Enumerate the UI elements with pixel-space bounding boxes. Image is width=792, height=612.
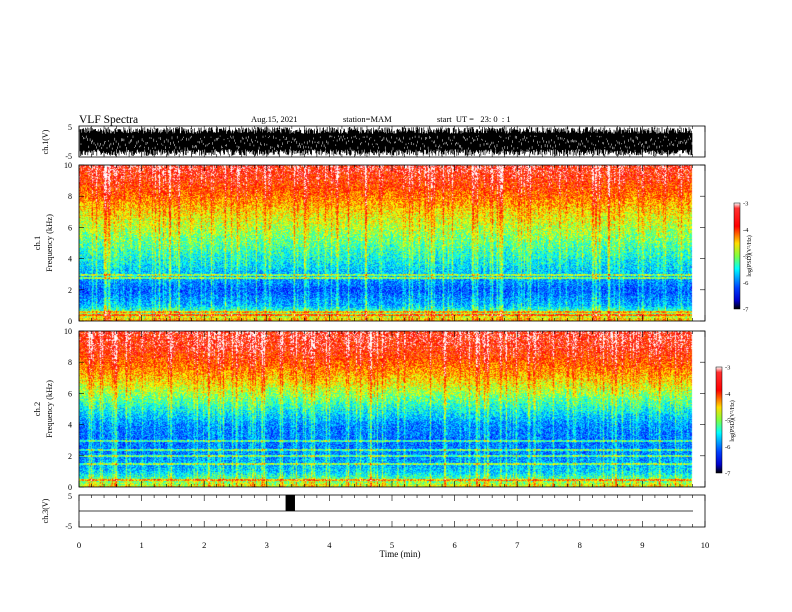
spectrogram-ch1-ytick-labels: 0 2 4 6 8 10	[64, 161, 705, 326]
waveform-ch1-panel: 5 -5 ch.1(V)	[41, 123, 706, 161]
spectrogram-ch1-panel: 0 2 4 6 8 10 ch.1 Frequency (kHz)	[32, 161, 706, 326]
waveform-ch1-xticks	[78, 126, 706, 157]
x-tick-label: 5	[390, 540, 394, 550]
waveform-ch3-ytick-top: 5	[68, 492, 72, 501]
colorbar-tick-label: -6	[725, 444, 731, 451]
colorbar-tick-label: -3	[743, 201, 748, 208]
waveform-ch3-ytick-bottom: -5	[65, 522, 72, 531]
colorbar-ch1-bar	[733, 202, 741, 310]
x-tick-label: 8	[578, 540, 582, 550]
freq-tick-label: 8	[68, 192, 72, 201]
x-tick-label: 10	[701, 540, 710, 550]
waveform-ch3-panel: 5 -5 ch.3(V)	[41, 492, 706, 531]
spectrogram-ch2-ylabel-channel: ch.2	[32, 402, 42, 416]
colorbar-ch2-label: log(PSD)(V²/Hz)	[729, 400, 736, 441]
colorbar-ch2-bar	[715, 366, 723, 474]
waveform-ch1-ylabel: ch.1(V)	[41, 129, 50, 154]
waveform-ch1-line	[79, 126, 693, 157]
freq-tick-label: 2	[68, 286, 72, 295]
waveform-ch3-ylabel: ch.3(V)	[41, 498, 50, 523]
colorbar-tick-label: -4	[743, 227, 749, 234]
spectrogram-ch2-ylabel-frequency: Frequency (kHz)	[44, 380, 54, 438]
spectrogram-ch1-ylabel-channel: ch.1	[32, 236, 42, 250]
freq-tick-label: 8	[68, 358, 72, 367]
freq-tick-label: 2	[68, 452, 72, 461]
x-tick-label: 6	[452, 540, 456, 550]
colorbar-tick-label: -5	[743, 254, 748, 261]
freq-tick-label: 6	[68, 223, 72, 232]
x-tick-label: 4	[327, 540, 332, 550]
waveform-ch3-trace	[79, 495, 693, 512]
spectrogram-ch2-ytick-labels: 0 2 4 6 8 10	[64, 327, 705, 492]
spectrogram-ch1-image	[79, 165, 693, 321]
x-axis-label: Time (min)	[380, 549, 421, 559]
waveform-ch3-xticks	[78, 495, 706, 527]
colorbar-tick-label: -3	[725, 365, 730, 372]
colorbar-tick-label: -4	[725, 391, 731, 398]
freq-tick-label: 4	[68, 421, 72, 430]
waveform-ch1-ytick-top: 5	[68, 123, 72, 132]
colorbar-tick-label: -6	[743, 280, 749, 287]
freq-tick-label: 4	[68, 255, 72, 264]
waveform-ch1-trace	[79, 126, 693, 157]
spectrogram-ch1-ylabel-frequency: Frequency (kHz)	[44, 214, 54, 272]
x-tick-label: 3	[265, 540, 269, 550]
x-tick-label: 0	[77, 540, 81, 550]
spectrogram-ch2-ticks	[78, 331, 706, 487]
freq-tick-label: 10	[64, 161, 72, 170]
figure-title: VLF Spectra	[79, 114, 138, 126]
x-tick-label: 7	[515, 540, 519, 550]
station-label: station=MAM	[343, 114, 392, 124]
colorbar-ch2-tick-labels: -3 -4 -5 -6 -7	[725, 365, 731, 478]
freq-tick-label: 0	[68, 317, 72, 326]
colorbar-tick-label: -7	[725, 471, 731, 478]
waveform-ch1-texture	[80, 135, 693, 151]
freq-tick-label: 6	[68, 389, 72, 398]
x-tick-label: 2	[202, 540, 206, 550]
start-time-label: start UT = 23: 0 : 1	[437, 114, 511, 124]
x-tick-label: 1	[139, 540, 143, 550]
colorbar-ch1-tick-labels: -3 -4 -5 -6 -7	[743, 201, 749, 314]
x-tick-label: 9	[640, 540, 644, 550]
colorbar-ch1: -3 -4 -5 -6 -7 log(PSD)(V²/Hz)	[733, 201, 753, 314]
colorbar-tick-label: -7	[743, 307, 749, 314]
waveform-ch3-pulse	[285, 495, 295, 511]
date-label: Aug.15, 2021	[251, 114, 298, 124]
waveform-ch1-ytick-bottom: -5	[65, 152, 72, 161]
x-axis-tick-labels: 0 1 2 3 4 5 6 7 8 9 10	[77, 540, 709, 550]
spectrogram-ch2-image	[79, 331, 693, 487]
freq-tick-label: 10	[64, 327, 72, 336]
spectrogram-ch2-panel: 0 2 4 6 8 10 ch.2 Frequency (kHz)	[32, 327, 706, 492]
spectrogram-ch1-ticks	[78, 165, 706, 321]
freq-tick-label: 0	[68, 483, 72, 492]
colorbar-ch1-label: log(PSD)(V²/Hz)	[746, 235, 753, 276]
colorbar-ch2: -3 -4 -5 -6 -7 log(PSD)(V²/Hz)	[715, 365, 736, 478]
colorbar-tick-label: -5	[725, 418, 730, 425]
